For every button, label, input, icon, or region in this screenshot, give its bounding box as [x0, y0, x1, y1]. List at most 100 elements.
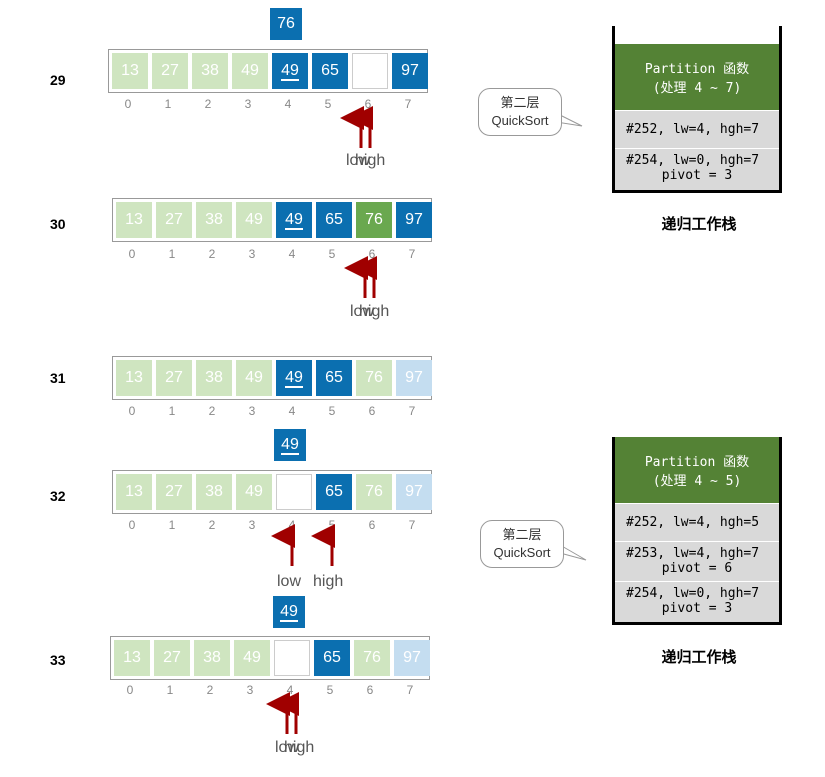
array-cell: 97	[392, 53, 428, 89]
array-cell: 65	[314, 640, 350, 676]
empty-cell	[352, 53, 388, 89]
cell-value: 49	[285, 368, 303, 388]
array-cell: 13	[114, 640, 150, 676]
cell-value: 97	[405, 211, 423, 228]
array-cell: 13	[116, 474, 152, 510]
stack-header-line: (处理 4 ~ 5)	[652, 474, 742, 489]
high-label: high	[284, 739, 315, 756]
stack-frame: #252, lw=4, hgh=5	[615, 503, 779, 541]
pivot-box-32: 49	[274, 429, 306, 461]
index-label: 3	[248, 247, 256, 261]
index-label: 7	[408, 247, 416, 261]
cell-value: 38	[205, 483, 223, 500]
index-label: 0	[128, 518, 136, 532]
cell-value: 13	[123, 649, 141, 666]
cell-value: 49	[281, 61, 299, 81]
callout-bubble: 第二层 QuickSort	[480, 520, 564, 568]
cell-value: 97	[405, 369, 423, 386]
callout-bubble: 第二层 QuickSort	[478, 88, 562, 136]
cell-value: 38	[205, 211, 223, 228]
array-cell: 97	[396, 360, 432, 396]
array-cell: 49	[276, 202, 312, 238]
stack-frame: #252, lw=4, hgh=7	[615, 110, 779, 148]
array-cell: 97	[396, 202, 432, 238]
index-label: 4	[288, 404, 296, 418]
array-row-33: 13 27 38 49 65 76 97	[110, 636, 430, 680]
low-label: low	[275, 739, 300, 756]
index-label: 5	[328, 404, 336, 418]
array-cell: 49	[234, 640, 270, 676]
cell-value: 27	[163, 649, 181, 666]
recursion-stack: Partition 函数 (处理 4 ~ 7) #252, lw=4, hgh=…	[612, 26, 782, 193]
array-cell: 27	[152, 53, 188, 89]
cell-value: 49	[245, 369, 263, 386]
stack-header-line: Partition 函数	[644, 455, 750, 470]
cell-value: 38	[201, 62, 219, 79]
stack-header: Partition 函数 (处理 4 ~ 7)	[615, 44, 779, 110]
empty-cell	[274, 640, 310, 676]
array-row-29: 13 27 38 49 49 65 97	[108, 49, 428, 93]
index-label: 5	[324, 97, 332, 111]
array-cell: 27	[156, 474, 192, 510]
array-cell: 65	[316, 360, 352, 396]
cell-value: 49	[241, 62, 259, 79]
frame-line: pivot = 3	[661, 601, 733, 616]
cell-value: 13	[125, 369, 143, 386]
index-label: 6	[366, 683, 374, 697]
index-label: 7	[404, 97, 412, 111]
index-label: 7	[408, 404, 416, 418]
high-label: high	[355, 152, 386, 169]
cell-value: 27	[165, 483, 183, 500]
index-label: 6	[368, 247, 376, 261]
array-row-31: 13 27 38 49 49 65 76 97	[112, 356, 432, 400]
index-label: 0	[126, 683, 134, 697]
index-label: 6	[368, 518, 376, 532]
cell-value: 49	[243, 649, 261, 666]
array-cell: 27	[156, 202, 192, 238]
index-label: 3	[248, 404, 256, 418]
array-cell: 49	[272, 53, 308, 89]
cell-value: 65	[325, 369, 343, 386]
stack-frame: #253, lw=4, hgh=7 pivot = 6	[615, 541, 779, 581]
stack-frame: #254, lw=0, hgh=7 pivot = 3	[615, 148, 779, 190]
array-cell: 65	[316, 474, 352, 510]
high-label: high	[359, 303, 390, 320]
stack-header-line: Partition 函数	[644, 62, 750, 77]
stack-frame: #254, lw=0, hgh=7 pivot = 3	[615, 581, 779, 622]
array-cell: 76	[356, 360, 392, 396]
index-label: 7	[406, 683, 414, 697]
cell-value: 65	[325, 211, 343, 228]
high-label: high	[313, 573, 344, 590]
pivot-value: 49	[281, 435, 299, 455]
step-label-30: 30	[50, 216, 66, 232]
cell-value: 65	[323, 649, 341, 666]
step-label-29: 29	[50, 72, 66, 88]
index-label: 3	[248, 518, 256, 532]
step-label-31: 31	[50, 370, 66, 386]
frame-line: #252, lw=4, hgh=5	[626, 515, 760, 530]
frame-line: #254, lw=0, hgh=7	[626, 153, 760, 168]
index-label: 6	[368, 404, 376, 418]
array-cell: 97	[396, 474, 432, 510]
array-cell: 13	[112, 53, 148, 89]
cell-value: 38	[205, 369, 223, 386]
index-label: 0	[124, 97, 132, 111]
recursion-stack: Partition 函数 (处理 4 ~ 5) #252, lw=4, hgh=…	[612, 437, 782, 625]
cell-value: 76	[365, 483, 383, 500]
pivot-value: 76	[277, 15, 295, 32]
cell-value: 49	[245, 483, 263, 500]
array-cell: 27	[156, 360, 192, 396]
cell-value: 65	[325, 483, 343, 500]
index-label: 0	[128, 404, 136, 418]
bubble-line: 第二层	[502, 527, 542, 542]
array-cell: 49	[276, 360, 312, 396]
index-label: 1	[164, 97, 172, 111]
index-label: 2	[206, 683, 214, 697]
cell-value: 13	[121, 62, 139, 79]
array-cell: 49	[232, 53, 268, 89]
pivot-box-29: 76	[270, 8, 302, 40]
array-cell: 38	[194, 640, 230, 676]
low-label: low	[346, 152, 371, 169]
array-cell: 27	[154, 640, 190, 676]
